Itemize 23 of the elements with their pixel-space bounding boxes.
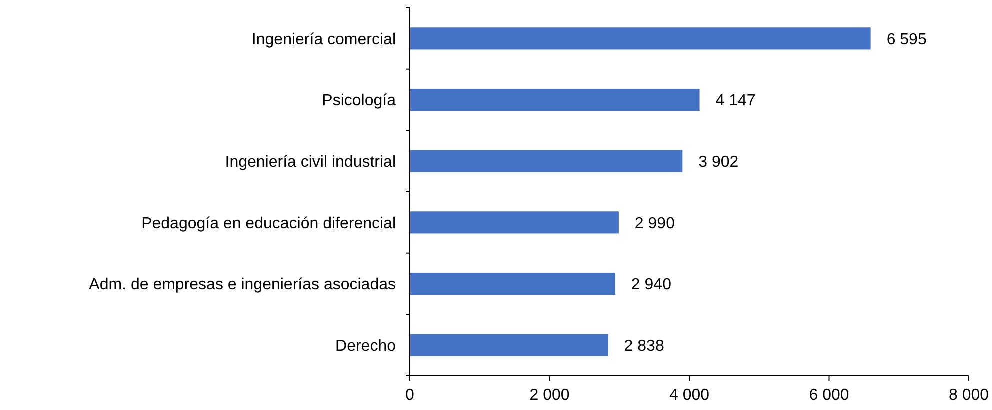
bar: [410, 88, 700, 112]
bar: [410, 150, 683, 172]
data-label: 6 595: [886, 31, 927, 48]
data-label: 2 940: [631, 276, 672, 294]
bar: [410, 28, 871, 50]
bar: [410, 212, 619, 234]
y-tick-label: Ingeniería comercial: [252, 31, 396, 48]
data-label: 2 838: [624, 338, 664, 355]
y-tick-label: Psicología: [322, 92, 396, 110]
x-tick-label: 4 000: [669, 387, 710, 404]
y-tick-label: Ingeniería civil industrial: [225, 154, 396, 171]
bar: [410, 272, 616, 296]
y-tick-label: Adm. de empresas e ingenierías asociadas: [89, 276, 396, 294]
x-tick-label: 0: [406, 387, 415, 404]
data-label: 4 147: [716, 92, 756, 110]
y-tick-label: Derecho: [336, 338, 396, 355]
x-tick-label: 2 000: [530, 387, 570, 404]
data-label: 2 990: [634, 215, 676, 232]
bar: [410, 334, 608, 356]
y-tick-label: Pedagogía en educación diferencial: [142, 215, 396, 232]
data-label: 3 902: [698, 154, 739, 171]
x-tick-label: 6 000: [809, 387, 850, 404]
x-tick-label: 8 000: [948, 387, 990, 404]
